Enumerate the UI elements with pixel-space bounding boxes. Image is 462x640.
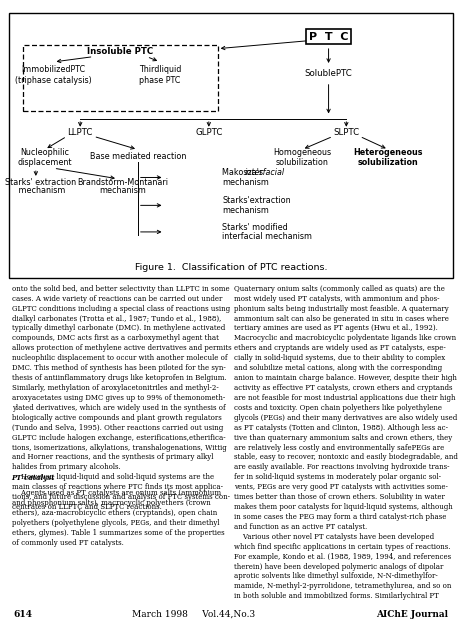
Text: SLPTC: SLPTC	[333, 129, 359, 138]
Text: Brandstorm-Montanari: Brandstorm-Montanari	[77, 179, 168, 188]
Text: solubilization: solubilization	[358, 158, 419, 167]
Text: Starks'extraction: Starks'extraction	[222, 196, 291, 205]
Text: PT catalyst: PT catalyst	[12, 474, 55, 482]
Text: solubilization: solubilization	[275, 158, 328, 167]
Text: AIChE Journal: AIChE Journal	[376, 610, 448, 619]
Text: SolublePTC: SolublePTC	[305, 69, 353, 78]
Text: Base mediated reaction: Base mediated reaction	[90, 152, 186, 161]
Text: ImmobilizedPTC: ImmobilizedPTC	[22, 65, 85, 74]
Text: Thirdliquid: Thirdliquid	[139, 65, 181, 74]
Text: phase PTC: phase PTC	[140, 76, 181, 85]
Text: LLPTC: LLPTC	[67, 129, 93, 138]
Text: mechanism: mechanism	[222, 205, 269, 214]
Text: Starks' modified: Starks' modified	[222, 223, 288, 232]
Text: Figure 1.  Classification of PTC reactions.: Figure 1. Classification of PTC reaction…	[135, 263, 327, 272]
Text: GLPTC: GLPTC	[195, 129, 223, 138]
Text: interfacial mechanism: interfacial mechanism	[222, 232, 312, 241]
Text: Starks' extraction: Starks' extraction	[5, 179, 76, 188]
Text: Quaternary onium salts (commonly called as quats) are the
most widely used PT ca: Quaternary onium salts (commonly called …	[234, 285, 458, 600]
Text: Insoluble PTC: Insoluble PTC	[87, 47, 153, 56]
Text: mechanism: mechanism	[99, 186, 146, 195]
Text: Heterogeneous: Heterogeneous	[354, 148, 423, 157]
FancyBboxPatch shape	[23, 45, 218, 111]
Text: Agents used as PT catalysts are onium salts (ammonium
and phosphonium salts), ma: Agents used as PT catalysts are onium sa…	[12, 489, 224, 547]
Text: Makosza's: Makosza's	[222, 168, 266, 177]
Text: mechanism: mechanism	[222, 178, 269, 187]
Text: P  T  C: P T C	[309, 32, 348, 42]
Text: onto the solid bed, and better selectivity than LLPTC in some
cases. A wide vari: onto the solid bed, and better selectivi…	[12, 285, 231, 511]
Text: 614: 614	[14, 610, 33, 619]
Text: displacement: displacement	[18, 158, 72, 167]
Text: Nucleophilic: Nucleophilic	[20, 148, 69, 157]
Text: interfacial: interfacial	[245, 168, 286, 177]
Text: mechanism: mechanism	[16, 186, 65, 195]
Text: (triphase catalysis): (triphase catalysis)	[15, 76, 92, 85]
Text: March 1998     Vol.44,No.3: March 1998 Vol.44,No.3	[133, 610, 255, 619]
Text: Homogeneous: Homogeneous	[273, 148, 331, 157]
